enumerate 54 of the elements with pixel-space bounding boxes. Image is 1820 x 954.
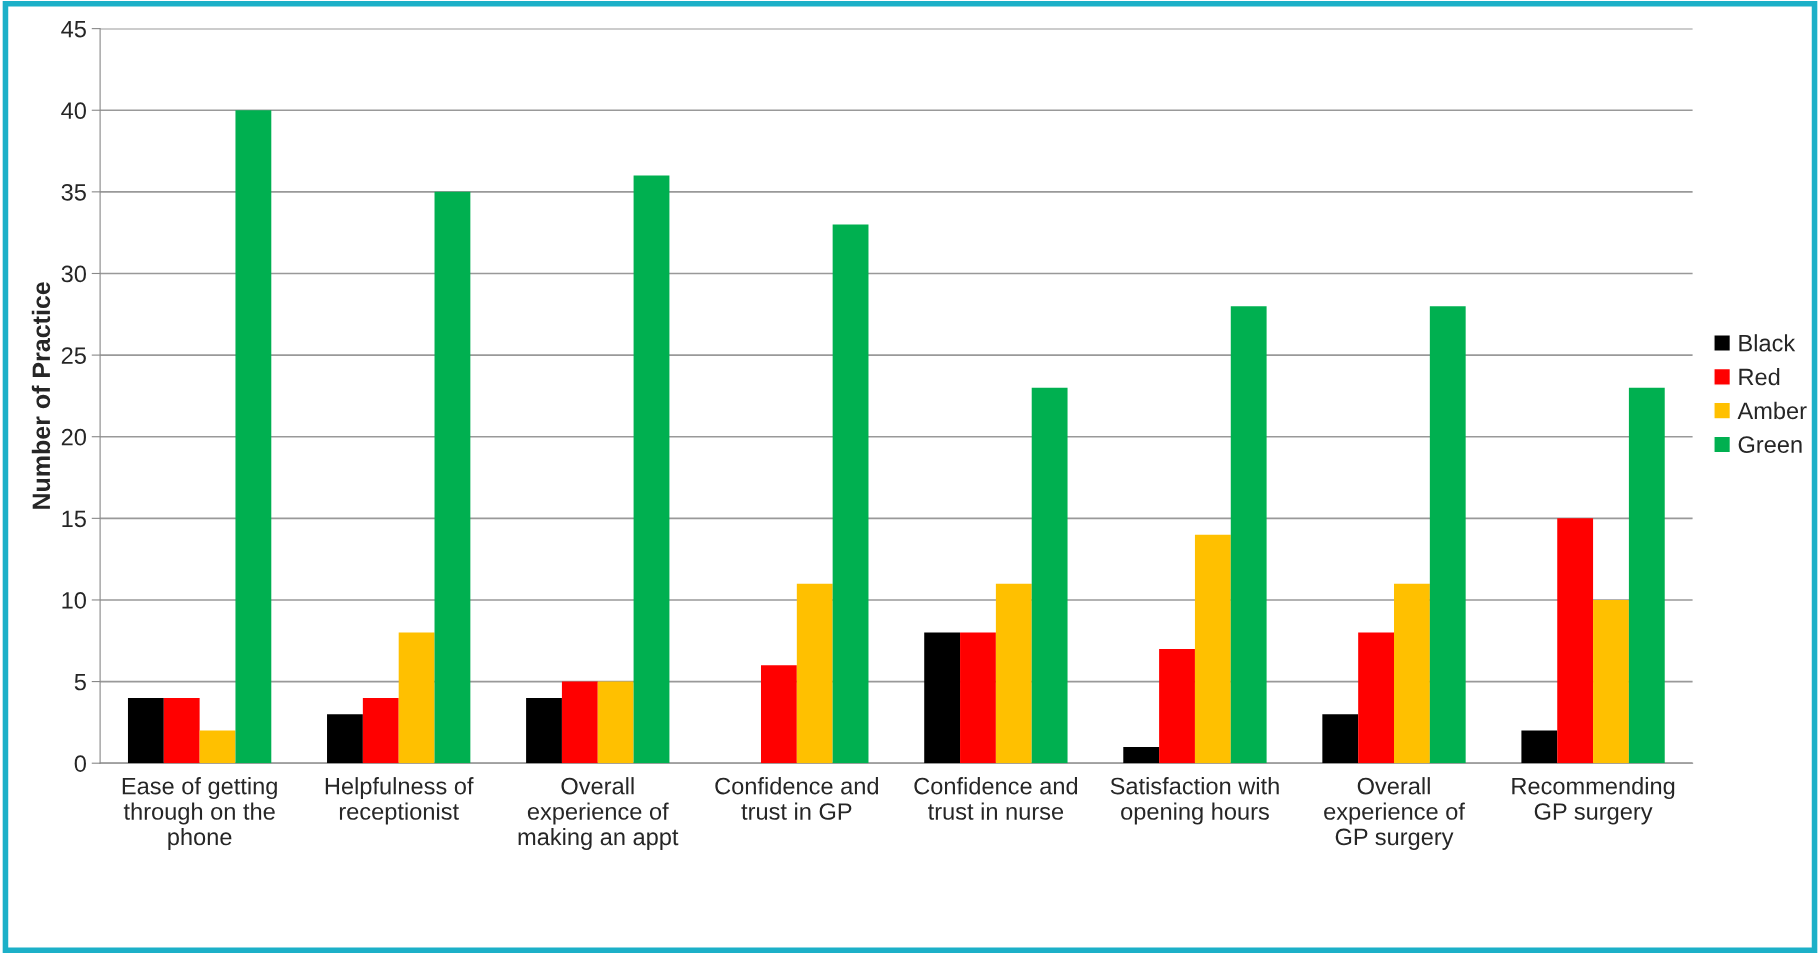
bar (1429, 306, 1466, 764)
bar (597, 681, 634, 764)
bar (1031, 387, 1068, 764)
bar (398, 632, 435, 764)
y-tick-label: 35 (61, 183, 86, 201)
bar (1159, 648, 1195, 764)
legend-label: Red (1739, 368, 1780, 386)
y-tick-label: 0 (74, 755, 86, 772)
bar (1230, 306, 1267, 764)
x-tick-label: Ease of getting through on the phone (122, 777, 277, 850)
y-tick-label: 20 (61, 428, 86, 446)
bar (235, 110, 272, 764)
bar (199, 730, 236, 764)
bar (526, 697, 562, 764)
x-tick-label: Satisfaction with opening hours (1110, 777, 1279, 825)
bar (1521, 730, 1558, 764)
legend-label: Amber (1737, 401, 1807, 420)
bar (127, 697, 164, 764)
bar (362, 697, 399, 764)
bar (1628, 387, 1665, 764)
y-axis-title: Number of Practice (31, 282, 51, 509)
bar (1593, 599, 1629, 764)
bar (1194, 534, 1231, 764)
bar (832, 224, 869, 764)
y-tick-label: 10 (62, 592, 86, 609)
y-tick-label: 5 (74, 673, 86, 691)
bar (434, 191, 471, 764)
bar (796, 583, 833, 764)
bar (1394, 583, 1430, 764)
y-tick-label: 45 (61, 20, 86, 38)
bar (163, 697, 200, 764)
x-tick-label: Confidence and trust in GP (715, 777, 879, 820)
bar (1557, 518, 1594, 764)
bar (633, 175, 670, 764)
bar (327, 714, 363, 764)
bar (1123, 746, 1160, 764)
y-tick-label: 30 (61, 265, 86, 283)
x-tick-label: Confidence and trust in nurse (914, 777, 1078, 820)
y-tick-label: 25 (61, 347, 86, 364)
x-tick-label: Overall experience of making an appt (518, 777, 679, 850)
bar (760, 665, 797, 764)
x-tick-label: Helpfulness of receptionist (325, 777, 474, 825)
y-tick-label: 40 (61, 102, 86, 120)
bar (1358, 632, 1395, 764)
bar (1322, 714, 1359, 764)
x-tick-label: Overall experience of GP surgery (1324, 777, 1465, 850)
legend-label: Black (1739, 334, 1796, 352)
legend-label: Green (1738, 436, 1802, 453)
bar (995, 583, 1032, 764)
bar (960, 632, 996, 764)
bar (561, 681, 598, 764)
x-tick-label: Recommending GP surgery (1512, 777, 1675, 825)
y-tick-label: 15 (62, 510, 86, 528)
bar (924, 632, 961, 764)
